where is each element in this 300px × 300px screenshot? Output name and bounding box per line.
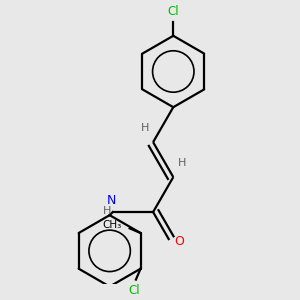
Text: H: H bbox=[103, 206, 111, 215]
Text: O: O bbox=[174, 235, 184, 248]
Text: Cl: Cl bbox=[167, 5, 179, 18]
Text: Cl: Cl bbox=[128, 284, 140, 297]
Text: H: H bbox=[178, 158, 186, 168]
Text: CH₃: CH₃ bbox=[103, 220, 122, 230]
Text: H: H bbox=[141, 124, 149, 134]
Text: N: N bbox=[106, 194, 116, 207]
